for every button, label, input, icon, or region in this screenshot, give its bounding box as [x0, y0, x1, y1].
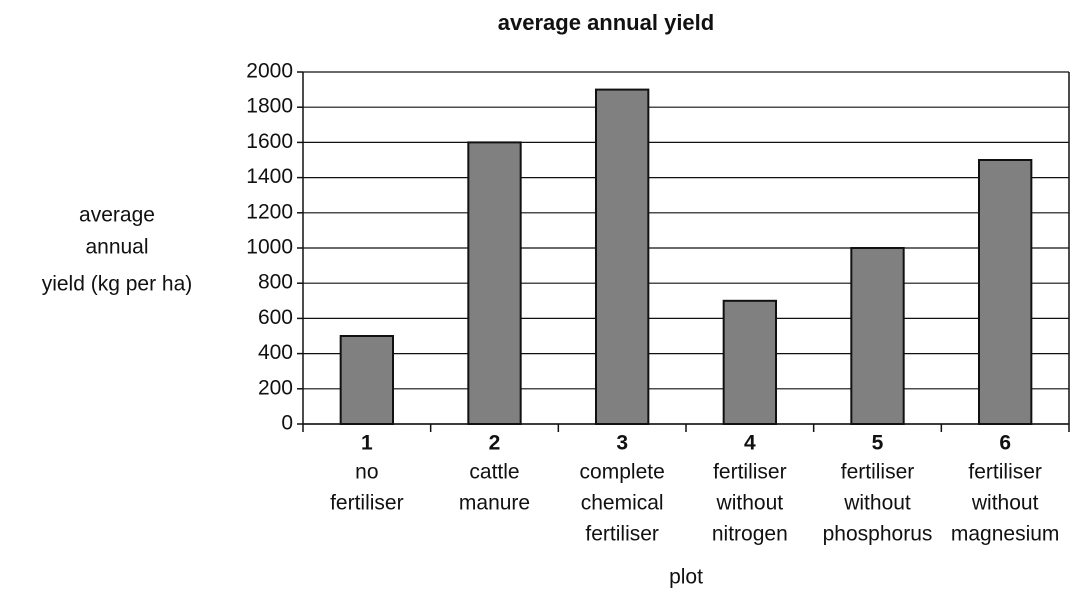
y-tick-label: 600 [258, 306, 293, 329]
x-tick-description: manure [459, 492, 530, 515]
y-tick-label: 1000 [246, 236, 293, 259]
y-tick-label: 400 [258, 341, 293, 364]
bar [850, 247, 905, 425]
x-tick-label: 1 [361, 432, 373, 455]
bar [467, 141, 522, 425]
x-tick-description: cattle [469, 461, 519, 484]
y-axis-label: annual [85, 236, 148, 259]
x-tick-label: 6 [999, 432, 1011, 455]
y-tick-label: 1200 [246, 200, 293, 223]
x-tick-description: fertiliser [841, 461, 915, 484]
x-axis-label: plot [669, 566, 703, 589]
x-tick-description: fertiliser [330, 492, 404, 515]
y-axis-label: average [79, 204, 155, 227]
x-tick-label: 3 [616, 432, 628, 455]
x-tick-description: no [355, 461, 378, 484]
x-tick-description: complete [580, 461, 665, 484]
bar [339, 335, 395, 425]
bar [594, 88, 650, 425]
x-tick-description: without [843, 492, 911, 515]
x-tick-description: chemical [581, 492, 664, 515]
x-tick-description: fertiliser [713, 461, 787, 484]
x-tick-description: without [971, 492, 1039, 515]
y-tick-label: 2000 [246, 60, 293, 83]
y-tick-label: 1800 [246, 95, 293, 118]
y-tick-label: 1600 [246, 130, 293, 153]
x-tick-description: nitrogen [712, 523, 788, 546]
x-tick-label: 4 [744, 432, 756, 455]
y-tick-label: 0 [281, 412, 293, 435]
x-tick-label: 2 [489, 432, 501, 455]
x-tick-description: fertiliser [585, 523, 659, 546]
y-tick-label: 200 [258, 376, 293, 399]
x-tick-description: magnesium [951, 523, 1060, 546]
bar [977, 159, 1033, 425]
y-axis-label: yield (kg per ha) [42, 273, 193, 296]
x-tick-label: 5 [872, 432, 884, 455]
x-tick-description: fertiliser [968, 461, 1042, 484]
y-tick-label: 800 [258, 271, 293, 294]
bar [722, 299, 778, 425]
x-tick-description: phosphorus [823, 523, 933, 546]
chart-title: average annual yield [498, 10, 714, 35]
x-tick-description: without [716, 492, 784, 515]
y-tick-label: 1400 [246, 165, 293, 188]
